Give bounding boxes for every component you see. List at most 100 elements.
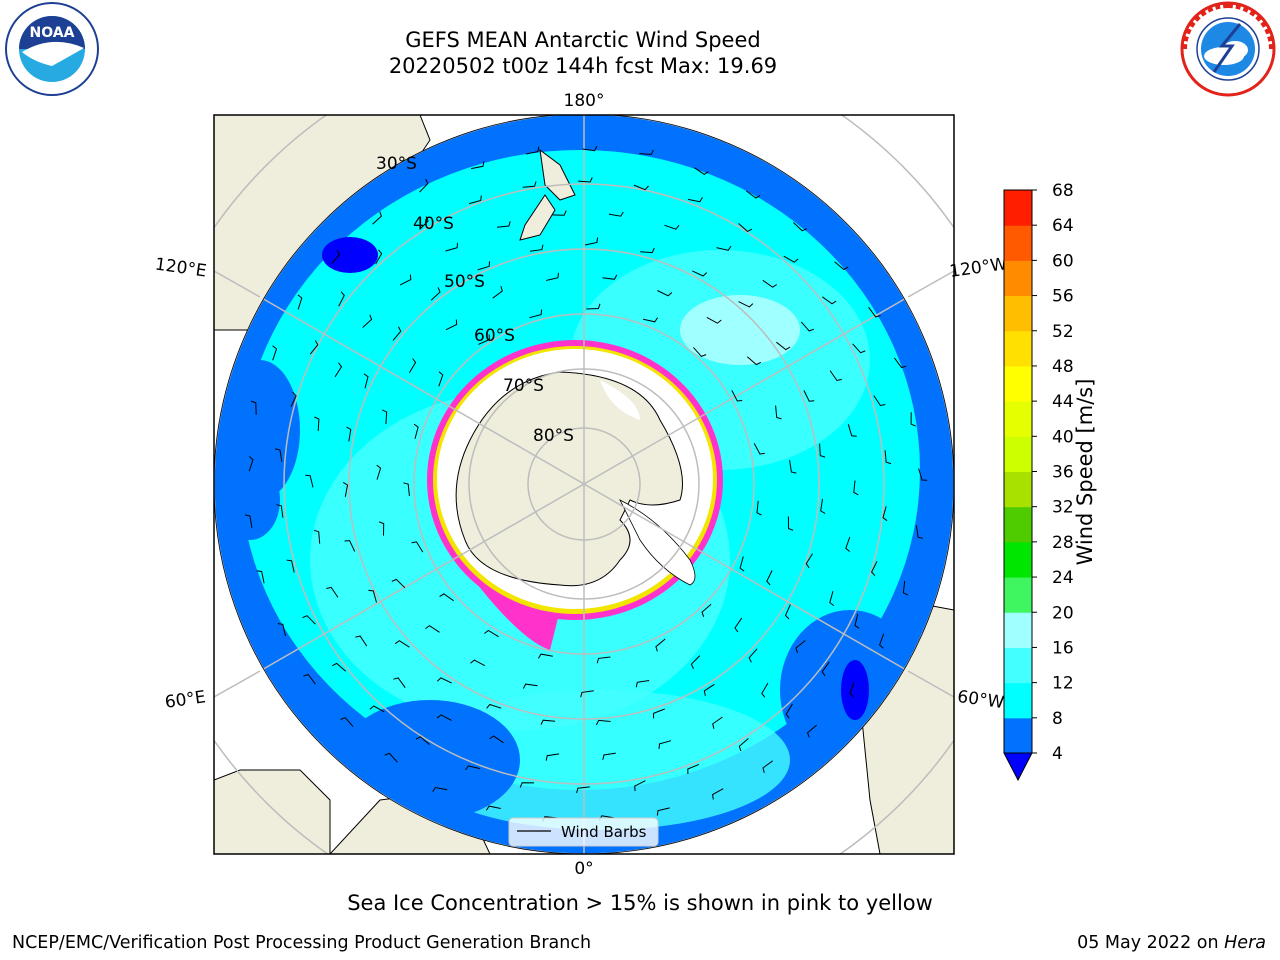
wind-barb — [738, 301, 754, 308]
wind-barb — [477, 261, 490, 271]
wind-barb — [690, 655, 701, 670]
wind-barb — [805, 553, 814, 569]
wind-barb — [305, 474, 314, 488]
wind-barb — [868, 307, 881, 318]
colorbar-tick-label: 52 — [1052, 322, 1074, 342]
wind-barb — [478, 334, 490, 345]
wind-barb — [658, 740, 672, 749]
wind-barb — [694, 167, 709, 176]
wind-barb — [303, 674, 316, 685]
wind-barb — [526, 146, 540, 155]
wind-barb — [331, 662, 347, 672]
wind-barb — [652, 708, 665, 719]
colorbar-tick-label: 32 — [1052, 498, 1074, 518]
wind-barb — [701, 603, 712, 617]
colorbar-tick-label: 56 — [1052, 287, 1074, 307]
wind-barb — [546, 272, 559, 281]
colorbar-tick-label: 8 — [1052, 709, 1063, 729]
new-zealand-south — [519, 194, 556, 241]
colorbar-tick-label: 16 — [1052, 638, 1074, 658]
wind-barb — [657, 290, 673, 297]
wind-barb — [784, 604, 791, 620]
wind-barb — [893, 357, 907, 369]
wind-barb — [468, 195, 482, 205]
colorbar-bin — [1004, 190, 1032, 226]
wind-barb — [738, 223, 753, 232]
colorbar-bin — [1004, 330, 1032, 367]
wind-barb — [807, 724, 818, 738]
lon-label-120e: 120°E — [154, 255, 208, 282]
wind-barb — [344, 540, 356, 552]
wind-barb — [326, 586, 339, 598]
lon-label-60e: 60°E — [164, 687, 207, 712]
colorbar-bin — [1004, 506, 1032, 543]
wind-barb — [787, 516, 794, 531]
lat-label-70s: 70°S — [503, 376, 544, 396]
wind-barb — [746, 356, 762, 366]
wind-barb — [845, 536, 851, 552]
wind-barb — [664, 224, 680, 230]
wind-barb — [879, 633, 885, 649]
wind-barb — [419, 178, 429, 193]
wind-barb — [739, 556, 745, 572]
wind-barb — [918, 468, 928, 481]
wind-barb — [633, 184, 649, 191]
wind-barb — [552, 210, 567, 216]
lat-label-40s: 40°S — [413, 214, 454, 234]
colorbar-tick-label: 20 — [1052, 603, 1074, 623]
wind-barb — [419, 216, 429, 230]
wind-barb — [596, 656, 611, 664]
wind-barb — [656, 807, 670, 816]
wind-barb — [485, 805, 501, 811]
map-frame — [213, 114, 955, 855]
wind-barb — [331, 249, 340, 264]
wind-barb — [582, 146, 598, 152]
wind-barb — [692, 270, 708, 277]
wind-barb — [529, 244, 544, 252]
wind-barb — [822, 296, 837, 305]
wind-barb — [384, 752, 398, 763]
credit-line: NCEP/EMC/Verification Post Processing Pr… — [12, 933, 592, 953]
wind-speed-field — [214, 115, 954, 854]
colorbar-tick-label: 44 — [1052, 392, 1074, 412]
wind-barb — [403, 482, 410, 497]
wind-barb — [640, 247, 655, 254]
colorbar-bin — [1004, 541, 1032, 578]
wind-barb — [314, 416, 320, 432]
colorbar-tick-label: 24 — [1052, 568, 1074, 588]
wind-barb — [639, 149, 654, 155]
wind-barb — [342, 481, 349, 497]
machine-name: Hera — [1224, 933, 1266, 953]
wind-barb — [884, 450, 892, 465]
lon-label-180: 180° — [564, 91, 605, 111]
wind-barb — [584, 237, 599, 246]
wind-barb — [274, 448, 283, 462]
wind-barb — [355, 635, 368, 647]
wind-barb — [785, 703, 793, 719]
wind-barb — [302, 615, 316, 625]
colorbar-bin — [1004, 682, 1032, 719]
wind-barb — [408, 358, 417, 373]
wind-barb — [655, 638, 666, 652]
new-zealand-north — [539, 148, 576, 201]
wind-barb — [853, 480, 859, 496]
wind-barb — [712, 788, 724, 800]
wind-barb — [445, 242, 458, 252]
wind-barb — [369, 705, 385, 713]
wind-barb — [849, 682, 855, 698]
wind-barb — [703, 683, 715, 696]
colorbar-tick-label: 36 — [1052, 463, 1074, 483]
wind-barb — [761, 682, 769, 698]
wind-barb — [576, 786, 590, 794]
wind-barb — [436, 714, 452, 721]
wind-barb — [854, 613, 860, 629]
wind-barb — [766, 570, 773, 586]
colorbar-bin — [1004, 717, 1032, 754]
noaa-logo-text: NOAA — [30, 25, 75, 41]
longitude-grid — [259, 115, 909, 854]
wind-barb — [775, 405, 782, 420]
wind-barb — [250, 400, 257, 415]
wind-barb — [762, 279, 777, 288]
sea-ice-footnote: Sea Ice Concentration > 15% is shown in … — [347, 891, 933, 915]
colorbar-tick-label: 40 — [1052, 427, 1074, 447]
